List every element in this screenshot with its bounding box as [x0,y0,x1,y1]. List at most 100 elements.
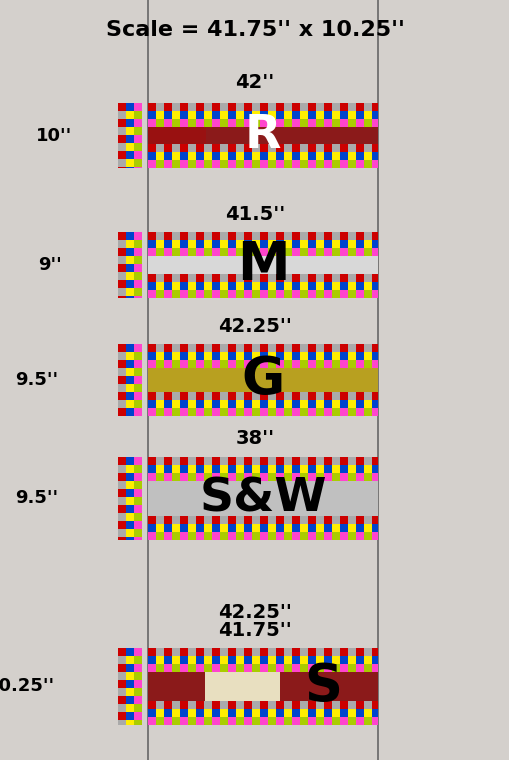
Bar [267,360,275,368]
Bar [126,151,134,159]
Bar [323,290,331,298]
Bar [340,701,347,709]
Bar [316,144,323,152]
Bar [363,392,371,400]
Bar [228,282,236,290]
Bar [355,408,363,416]
Bar [212,290,219,298]
Bar [316,103,323,111]
Bar [118,272,126,280]
Bar [299,648,307,656]
Bar [212,532,219,540]
Bar [347,119,355,127]
Bar [228,274,236,282]
Bar [371,160,377,168]
Bar [156,103,164,111]
Bar [323,400,331,408]
Bar [172,457,180,465]
Bar [323,282,331,290]
Bar [267,103,275,111]
Bar [292,274,299,282]
Bar [204,516,212,524]
Bar [267,282,275,290]
Bar [260,408,267,416]
Bar [180,701,188,709]
Bar [292,400,299,408]
Bar [371,144,377,152]
Bar [219,103,228,111]
Bar [126,696,134,704]
Bar [219,656,228,664]
Bar [331,160,340,168]
Bar [126,344,134,352]
Bar [251,248,260,256]
Bar [347,282,355,290]
Bar [323,103,331,111]
Bar [118,264,126,272]
Bar [118,368,126,376]
Bar [307,232,316,240]
Bar [164,701,172,709]
Bar [126,352,134,360]
Bar [195,717,204,725]
Bar [260,360,267,368]
Bar [164,465,172,473]
Bar [148,103,156,111]
Bar [363,408,371,416]
Bar [292,408,299,416]
Bar [228,648,236,656]
Bar [251,240,260,248]
Bar [188,103,195,111]
Bar [307,274,316,282]
Bar [204,473,212,481]
Bar [126,143,134,151]
Bar [307,400,316,408]
Bar [340,352,347,360]
Bar [323,160,331,168]
Bar [284,408,292,416]
Bar [188,473,195,481]
Bar [299,344,307,352]
Bar [204,532,212,540]
Bar [126,489,134,497]
Bar [355,717,363,725]
Bar [307,360,316,368]
Bar [331,408,340,416]
Bar [156,408,164,416]
Bar [292,240,299,248]
Bar [134,392,142,400]
Bar [347,290,355,298]
Bar [228,465,236,473]
Bar [126,360,134,368]
Bar [148,352,156,360]
Bar [331,274,340,282]
Bar [134,344,142,352]
Bar [275,648,284,656]
Bar [188,400,195,408]
Bar [260,152,267,160]
Bar [188,248,195,256]
Bar [156,360,164,368]
Bar [228,709,236,717]
Bar [219,717,228,725]
Bar [118,103,126,111]
Bar [243,709,251,717]
Bar [180,465,188,473]
Bar [156,709,164,717]
Bar [243,103,251,111]
Bar [275,524,284,532]
Bar [180,400,188,408]
Bar [204,360,212,368]
Bar [363,656,371,664]
Bar [243,290,251,298]
Bar [284,240,292,248]
Bar [267,656,275,664]
Bar [195,648,204,656]
Bar [267,717,275,725]
Bar [355,473,363,481]
Bar [236,274,243,282]
Bar [236,457,243,465]
Bar [148,274,156,282]
Bar [355,152,363,160]
Bar [284,701,292,709]
